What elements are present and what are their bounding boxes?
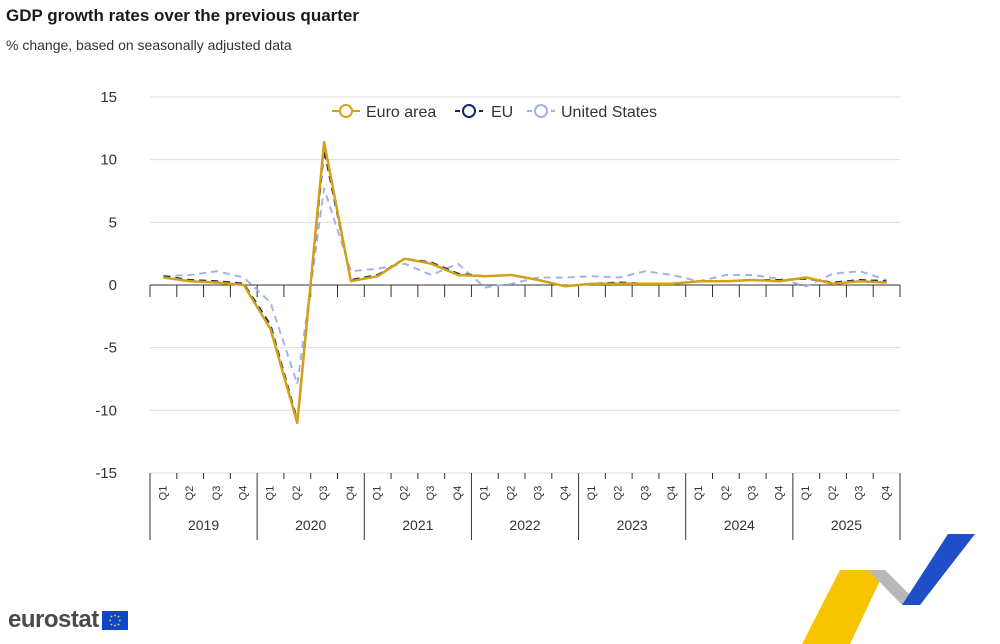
- eu-flag-icon: [101, 610, 128, 630]
- year-label: 2019: [188, 517, 219, 533]
- quarter-label: Q2: [506, 486, 518, 501]
- quarter-label: Q3: [639, 486, 651, 501]
- legend-marker: [462, 104, 476, 118]
- y-tick-label: -15: [95, 465, 117, 482]
- quarter-label: Q3: [211, 486, 223, 501]
- quarter-label: Q3: [318, 486, 330, 501]
- quarter-label: Q3: [532, 486, 544, 501]
- quarter-label: Q1: [372, 486, 384, 501]
- quarter-label: Q4: [559, 486, 571, 501]
- brand-swoosh-graphic: [802, 534, 975, 644]
- quarter-label: Q4: [238, 486, 250, 501]
- quarter-label: Q4: [345, 486, 357, 501]
- legend-marker: [339, 104, 353, 118]
- quarter-label: Q1: [693, 486, 705, 501]
- legend-label: United States: [561, 104, 657, 121]
- quarter-label: Q1: [479, 486, 491, 501]
- legend-marker: [534, 104, 548, 118]
- y-tick-label: -5: [104, 340, 117, 357]
- chart-subtitle: % change, based on seasonally adjusted d…: [6, 37, 292, 53]
- legend-label: EU: [491, 104, 513, 121]
- chart-title: GDP growth rates over the previous quart…: [6, 6, 359, 25]
- year-label: 2020: [295, 517, 326, 533]
- quarter-label: Q2: [827, 486, 839, 501]
- gdp-line-chart: 15 10 5 0 -5 -10 -15 Q1 Q2 Q3 Q4 Q1 Q2 Q3 Q4 Q1 Q2 Q3 Q4 Q1…: [95, 89, 901, 540]
- quarter-label: Q4: [452, 486, 464, 501]
- swoosh-yellow: [802, 570, 885, 644]
- logo-text: eurostat: [8, 606, 99, 633]
- quarter-label: Q2: [398, 486, 410, 501]
- quarter-label: Q2: [613, 486, 625, 501]
- y-tick-label: 5: [109, 214, 117, 231]
- swoosh-grey: [868, 570, 920, 605]
- quarter-label: Q2: [720, 486, 732, 501]
- y-tick-label: 0: [109, 277, 117, 294]
- year-label: 2023: [617, 517, 648, 533]
- quarter-label: Q2: [184, 486, 196, 501]
- quarter-label: Q1: [157, 486, 169, 501]
- quarter-label: Q1: [800, 486, 812, 501]
- eurostat-logo: eurostat: [8, 606, 128, 634]
- quarter-label: Q1: [586, 486, 598, 501]
- year-label: 2021: [402, 517, 433, 533]
- y-tick-label: 10: [100, 152, 117, 169]
- year-label: 2022: [509, 517, 540, 533]
- series-line-united-states: [163, 187, 887, 385]
- year-label: 2024: [724, 517, 755, 533]
- quarter-label: Q2: [291, 486, 303, 501]
- quarter-label: Q3: [854, 486, 866, 501]
- series-line-euro-area: [163, 140, 887, 425]
- legend-label: Euro area: [366, 104, 436, 121]
- quarter-label: Q4: [881, 486, 893, 501]
- quarter-label: Q3: [747, 486, 759, 501]
- y-tick-label: 15: [100, 89, 117, 106]
- swoosh-blue: [902, 534, 975, 605]
- quarter-label: Q1: [264, 486, 276, 501]
- quarter-label: Q4: [666, 486, 678, 501]
- y-tick-label: -10: [95, 402, 117, 419]
- quarter-label: Q3: [425, 486, 437, 501]
- year-label: 2025: [831, 517, 862, 533]
- quarter-label: Q4: [773, 486, 785, 501]
